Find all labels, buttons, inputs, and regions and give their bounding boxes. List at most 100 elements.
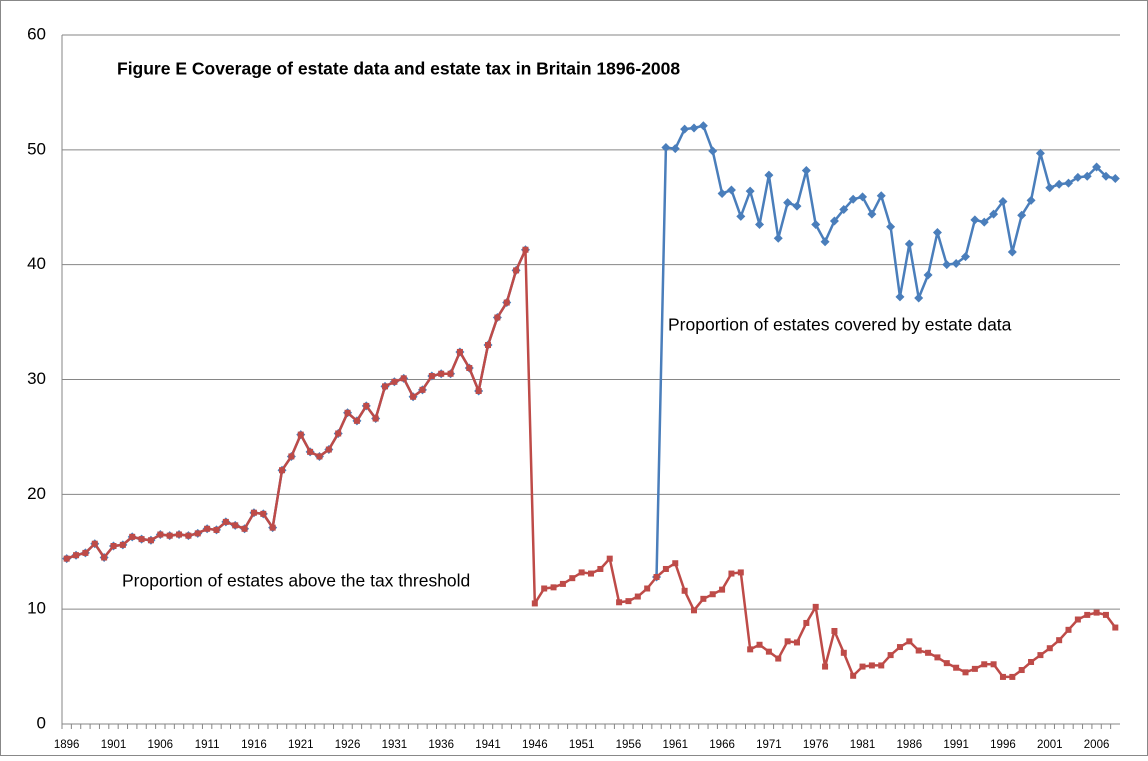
point — [110, 543, 117, 550]
point — [962, 669, 969, 676]
point — [1082, 171, 1092, 181]
point — [670, 144, 680, 154]
x-tick-label: 1941 — [475, 739, 501, 751]
point — [485, 342, 492, 349]
x-tick-label: 1956 — [616, 739, 642, 751]
point — [737, 569, 744, 576]
point — [793, 639, 800, 646]
point — [166, 532, 173, 539]
point — [765, 648, 772, 655]
x-tick-label: 1936 — [428, 739, 454, 751]
point — [717, 188, 727, 198]
point — [1056, 637, 1063, 644]
point — [1110, 174, 1120, 184]
point — [363, 402, 370, 409]
point — [925, 649, 932, 656]
point — [344, 409, 351, 416]
point — [391, 378, 398, 385]
point — [1026, 195, 1036, 205]
point — [1093, 609, 1100, 616]
point — [419, 386, 426, 393]
x-tick-label: 1991 — [943, 739, 969, 751]
point — [63, 555, 70, 562]
point — [269, 524, 276, 531]
point — [867, 209, 877, 219]
point — [868, 662, 875, 669]
point — [1065, 626, 1072, 633]
point — [698, 121, 708, 131]
point — [372, 415, 379, 422]
point — [1028, 658, 1035, 665]
point — [213, 526, 220, 533]
point — [400, 375, 407, 382]
point — [232, 522, 239, 529]
point — [82, 549, 89, 556]
x-tick-label: 2006 — [1084, 739, 1110, 751]
point — [859, 663, 866, 670]
point — [999, 673, 1006, 680]
point — [979, 217, 989, 227]
y-tick-label: 40 — [27, 254, 46, 273]
point — [176, 531, 183, 538]
point — [923, 270, 933, 280]
point — [204, 525, 211, 532]
x-tick-label: 1931 — [382, 739, 408, 751]
point — [382, 383, 389, 390]
point — [559, 580, 566, 587]
point — [812, 603, 819, 610]
point — [906, 638, 913, 645]
point — [73, 552, 80, 559]
y-tick-label: 50 — [27, 139, 46, 158]
point — [951, 259, 961, 269]
point — [904, 239, 914, 249]
point — [764, 170, 774, 180]
point — [784, 638, 791, 645]
point — [597, 565, 604, 572]
point — [101, 554, 108, 561]
point — [522, 246, 529, 253]
point — [588, 570, 594, 577]
point — [1009, 673, 1016, 680]
point — [831, 627, 838, 634]
annotation: Proportion of estates above the tax thre… — [122, 571, 470, 591]
x-tick-label: 1986 — [897, 739, 923, 751]
point — [728, 570, 735, 577]
x-tick-label: 2001 — [1037, 739, 1063, 751]
point — [297, 431, 304, 438]
x-tick-label: 1996 — [990, 739, 1016, 751]
point — [895, 292, 905, 302]
point — [260, 510, 267, 517]
point — [625, 598, 632, 605]
point — [934, 654, 941, 661]
point — [147, 537, 154, 544]
annotation: Proportion of estates covered by estate … — [668, 315, 1012, 335]
point — [822, 663, 829, 670]
point — [690, 607, 697, 614]
point — [129, 533, 136, 540]
point — [531, 600, 538, 607]
point — [775, 655, 782, 662]
point — [1084, 611, 1091, 618]
point — [634, 593, 641, 600]
point — [466, 365, 473, 372]
point — [662, 565, 669, 572]
point — [943, 660, 950, 667]
point — [886, 222, 896, 232]
y-tick-label: 20 — [27, 484, 46, 503]
point — [755, 219, 765, 229]
point — [876, 191, 886, 201]
point — [942, 260, 952, 270]
point — [119, 541, 126, 548]
point — [989, 209, 999, 219]
x-tick-label: 1896 — [54, 739, 80, 751]
point — [689, 123, 699, 133]
point — [241, 525, 248, 532]
point — [726, 185, 736, 195]
point — [792, 201, 802, 211]
point — [91, 540, 98, 547]
point — [194, 530, 201, 537]
point — [503, 299, 510, 306]
point — [157, 531, 164, 538]
point — [541, 585, 548, 592]
point — [756, 641, 763, 648]
